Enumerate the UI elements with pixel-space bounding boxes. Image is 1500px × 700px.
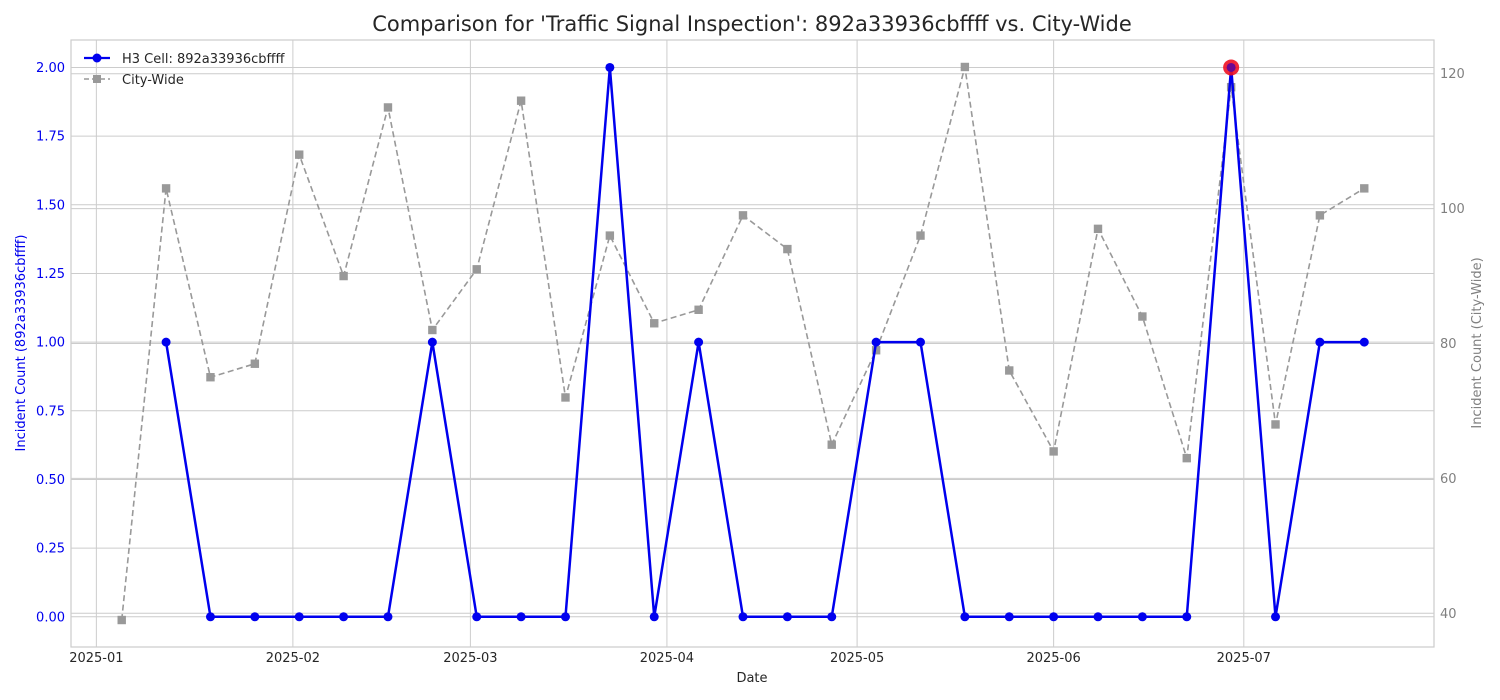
city-wide-point bbox=[1315, 211, 1325, 220]
city-wide-point bbox=[516, 96, 526, 105]
city-wide-point bbox=[428, 325, 437, 335]
city-wide-point bbox=[295, 150, 304, 159]
legend-marker-h3 bbox=[92, 53, 102, 63]
city-wide-point bbox=[1049, 447, 1058, 456]
series-layer bbox=[117, 59, 1369, 625]
y-left-tick-label: 1.25 bbox=[36, 267, 65, 282]
y-left-tick-label: 1.75 bbox=[36, 130, 65, 145]
city-wide-point bbox=[561, 393, 570, 402]
x-tick-label: 2025-07 bbox=[1217, 651, 1271, 666]
x-tick-label: 2025-01 bbox=[69, 651, 123, 666]
h3-cell-point bbox=[205, 612, 215, 622]
y-axis-right-label: Incident Count (City-Wide) bbox=[1470, 257, 1485, 428]
legend: H3 Cell: 892a33936cbffff City-Wide bbox=[84, 52, 285, 88]
y-right-tick-label: 40 bbox=[1440, 607, 1457, 622]
y-left-tick-label: 0.00 bbox=[36, 610, 65, 625]
grid bbox=[71, 40, 1434, 647]
h3-cell-point bbox=[694, 337, 704, 347]
h3-cell-point bbox=[1137, 612, 1147, 622]
legend-entry-city-wide: City-Wide bbox=[84, 73, 184, 88]
city-wide-point bbox=[339, 271, 348, 281]
h3-cell-point bbox=[516, 612, 526, 622]
h3-cell-point bbox=[1315, 337, 1325, 347]
city-wide-point bbox=[916, 231, 925, 240]
city-wide-point bbox=[117, 615, 126, 625]
h3-cell-point bbox=[560, 612, 570, 622]
h3-cell-point bbox=[1182, 612, 1192, 622]
y-left-tick-label: 0.25 bbox=[36, 542, 65, 557]
h3-cell-point bbox=[1049, 612, 1059, 622]
x-axis-label: Date bbox=[736, 671, 767, 686]
city-wide-point bbox=[1093, 224, 1103, 234]
h3-cell-point bbox=[871, 337, 881, 347]
y-left-tick-label: 1.00 bbox=[36, 336, 65, 351]
h3-cell-point bbox=[605, 62, 615, 72]
y-left-tick-label: 0.50 bbox=[36, 473, 65, 488]
city-wide-point bbox=[694, 305, 703, 314]
h3-cell-point bbox=[472, 612, 482, 622]
highlight-point-core bbox=[1226, 62, 1236, 72]
city-wide-point bbox=[1182, 453, 1191, 463]
h3-cell-point bbox=[827, 612, 837, 622]
y-right-tick-label: 100 bbox=[1440, 202, 1465, 217]
h3-cell-line bbox=[164, 66, 1365, 619]
h3-cell-point bbox=[649, 612, 659, 622]
h3-cell-point bbox=[250, 612, 260, 622]
h3-cell-point bbox=[915, 337, 925, 347]
x-tick-label: 2025-02 bbox=[266, 651, 320, 666]
city-wide-point bbox=[161, 184, 171, 193]
h3-cell-point bbox=[294, 612, 304, 622]
city-wide-point bbox=[1360, 184, 1369, 193]
y-right-tick-label: 80 bbox=[1440, 337, 1457, 352]
city-wide-point bbox=[871, 346, 881, 355]
y-axis-left-label: Incident Count (892a33936cbffff) bbox=[14, 235, 29, 452]
city-wide-point bbox=[250, 359, 260, 368]
chart-title: Comparison for 'Traffic Signal Inspectio… bbox=[372, 12, 1132, 36]
tick-labels: 2025-01 2025-02 2025-03 2025-04 2025-05 2025-… bbox=[36, 61, 1465, 666]
x-tick-label: 2025-03 bbox=[443, 651, 497, 666]
h3-cell-point bbox=[383, 612, 393, 622]
y-left-tick-label: 1.50 bbox=[36, 198, 65, 213]
h3-cell-point bbox=[1271, 612, 1281, 622]
x-tick-label: 2025-06 bbox=[1026, 651, 1080, 666]
city-wide-point bbox=[738, 211, 748, 220]
city-wide-point bbox=[605, 231, 615, 240]
city-wide-point bbox=[1226, 83, 1236, 92]
legend-marker-city bbox=[93, 75, 101, 83]
y-left-tick-label: 0.75 bbox=[36, 404, 65, 419]
city-wide-point bbox=[472, 265, 481, 274]
y-left-tick-label: 2.00 bbox=[36, 61, 65, 76]
city-wide-point bbox=[783, 244, 792, 254]
h3-cell-point bbox=[1093, 612, 1103, 622]
city-wide-point bbox=[206, 373, 215, 382]
city-wide-point bbox=[1005, 366, 1014, 375]
x-tick-label: 2025-04 bbox=[640, 651, 694, 666]
legend-entry-h3-cell: H3 Cell: 892a33936cbffff bbox=[84, 52, 285, 67]
h3-cell-point bbox=[782, 612, 792, 622]
legend-label-city: City-Wide bbox=[122, 73, 184, 88]
h3-cell-point bbox=[960, 612, 970, 622]
y-right-tick-label: 60 bbox=[1440, 472, 1457, 487]
h3-cell-point bbox=[339, 612, 349, 622]
y-right-tick-label: 120 bbox=[1440, 67, 1465, 82]
x-tick-label: 2025-05 bbox=[830, 651, 884, 666]
city-wide-point bbox=[960, 62, 970, 72]
city-wide-point bbox=[383, 103, 393, 112]
city-wide-point bbox=[650, 319, 659, 328]
legend-label-h3: H3 Cell: 892a33936cbffff bbox=[122, 52, 285, 67]
city-wide-point bbox=[827, 440, 836, 449]
city-wide-point bbox=[1271, 420, 1280, 429]
h3-cell-point bbox=[1004, 612, 1014, 622]
h3-cell-point bbox=[427, 337, 437, 347]
h3-cell-point bbox=[738, 612, 748, 622]
h3-cell-point bbox=[1359, 337, 1369, 347]
h3-cell-point bbox=[161, 337, 171, 347]
city-wide-point bbox=[1138, 312, 1147, 321]
